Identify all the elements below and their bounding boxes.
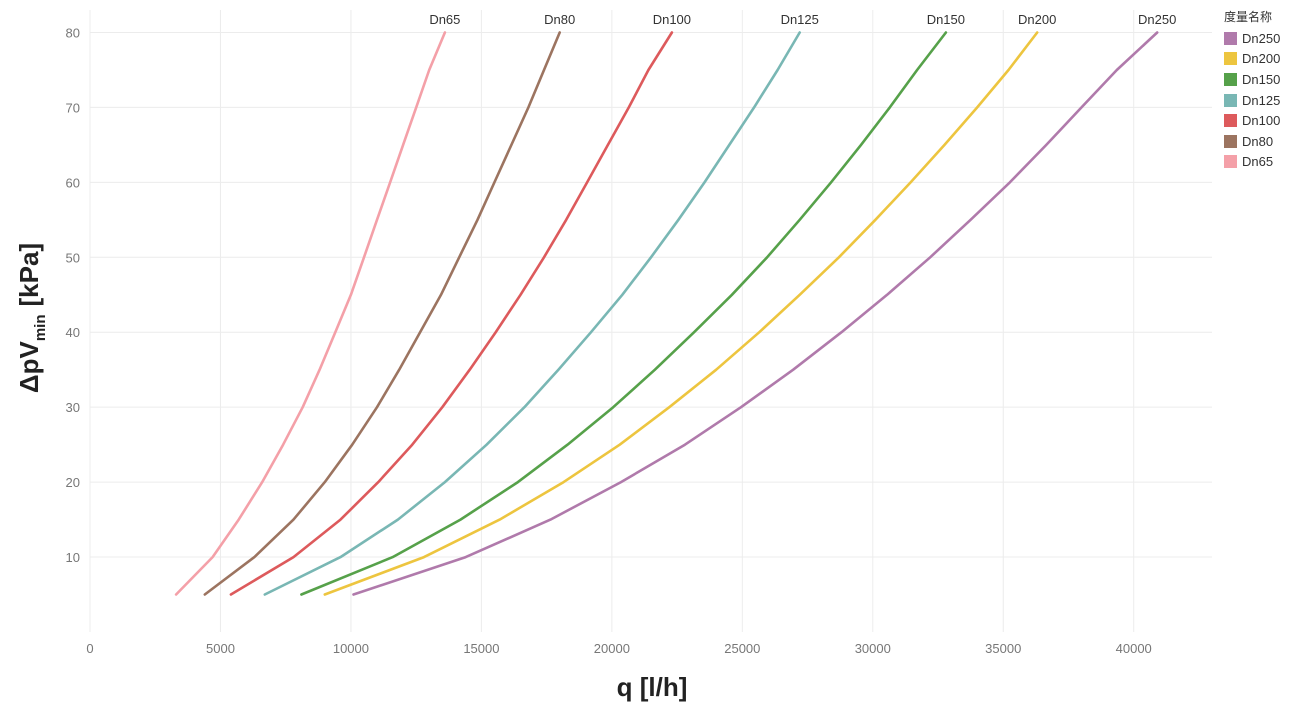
y-tick-label: 70 [66, 100, 80, 115]
series-end-label-dn200: Dn200 [1018, 12, 1056, 27]
legend-items: Dn250 Dn200 Dn150 Dn125 Dn100 Dn80 Dn65 [1224, 28, 1298, 172]
legend: 度量名称 Dn250 Dn200 Dn150 Dn125 Dn100 Dn80 Dn65 [1224, 8, 1298, 172]
x-tick-label: 5000 [206, 641, 235, 656]
series-line-dn150 [300, 31, 948, 596]
x-tick-label: 25000 [724, 641, 760, 656]
x-tick-label: 35000 [985, 641, 1021, 656]
series-line-dn250 [352, 31, 1159, 596]
y-axis-title-subscript: min [32, 314, 49, 341]
series-line-dn200 [323, 31, 1039, 596]
x-tick-label: 0 [86, 641, 93, 656]
series-end-label-dn250: Dn250 [1138, 12, 1176, 27]
y-tick-label: 10 [66, 550, 80, 565]
series-end-labels: Dn65 Dn80 Dn100 Dn125 Dn150 Dn200 Dn250 [429, 12, 1176, 27]
y-axis-title: ΔpVmin [kPa] [14, 243, 49, 393]
legend-swatch [1224, 31, 1237, 45]
grid [89, 10, 1212, 632]
x-tick-label: 30000 [855, 641, 891, 656]
y-axis-title-unit: [kPa] [14, 243, 44, 307]
svg-text:ΔpVmin[kPa]: ΔpVmin [kPa] [14, 243, 49, 393]
x-axis-title: q [l/h] [617, 672, 688, 702]
legend-label: Dn200 [1242, 51, 1281, 67]
series-end-label-dn125: Dn125 [781, 12, 819, 27]
series-end-label-dn150: Dn150 [927, 12, 965, 27]
x-tick-label: 15000 [463, 641, 499, 656]
y-tick-label: 80 [66, 25, 80, 40]
series-line-dn65 [174, 31, 447, 596]
x-axis-ticks: 0 5000 10000 15000 20000 25000 30000 35000 40000 [86, 641, 1151, 656]
y-tick-label: 20 [66, 475, 80, 490]
y-axis-title-main: ΔpV [14, 341, 44, 394]
series-lines [174, 31, 1159, 596]
legend-swatch [1224, 93, 1237, 107]
legend-item-dn65: Dn65 [1224, 152, 1298, 173]
x-tick-label: 10000 [333, 641, 369, 656]
legend-title: 度量名称 [1224, 10, 1273, 24]
legend-item-dn80: Dn80 [1224, 131, 1298, 152]
legend-label: Dn150 [1242, 71, 1281, 87]
y-axis-ticks: 10 20 30 40 50 60 70 80 [66, 25, 80, 565]
series-line-dn100 [229, 31, 674, 596]
legend-label: Dn250 [1242, 30, 1281, 46]
y-tick-label: 50 [66, 250, 80, 265]
legend-swatch [1224, 155, 1237, 169]
legend-item-dn100: Dn100 [1224, 110, 1298, 131]
y-tick-label: 60 [66, 175, 80, 190]
legend-swatch [1224, 134, 1237, 148]
y-tick-label: 40 [66, 325, 80, 340]
legend-label: Dn65 [1242, 154, 1274, 170]
x-tick-label: 40000 [1116, 641, 1152, 656]
legend-item-dn250: Dn250 [1224, 28, 1298, 49]
series-line-dn125 [263, 31, 802, 596]
legend-item-dn125: Dn125 [1224, 90, 1298, 111]
legend-item-dn200: Dn200 [1224, 49, 1298, 70]
series-line-dn80 [203, 31, 562, 596]
series-end-label-dn80: Dn80 [544, 12, 575, 27]
legend-swatch [1224, 72, 1237, 86]
legend-label: Dn100 [1242, 113, 1281, 129]
series-end-label-dn100: Dn100 [653, 12, 691, 27]
y-tick-label: 30 [66, 400, 80, 415]
legend-swatch [1224, 52, 1237, 66]
legend-swatch [1224, 114, 1237, 128]
x-tick-label: 20000 [594, 641, 630, 656]
legend-label: Dn125 [1242, 92, 1281, 108]
legend-item-dn150: Dn150 [1224, 69, 1298, 90]
legend-label: Dn80 [1242, 133, 1274, 149]
series-end-label-dn65: Dn65 [429, 12, 460, 27]
